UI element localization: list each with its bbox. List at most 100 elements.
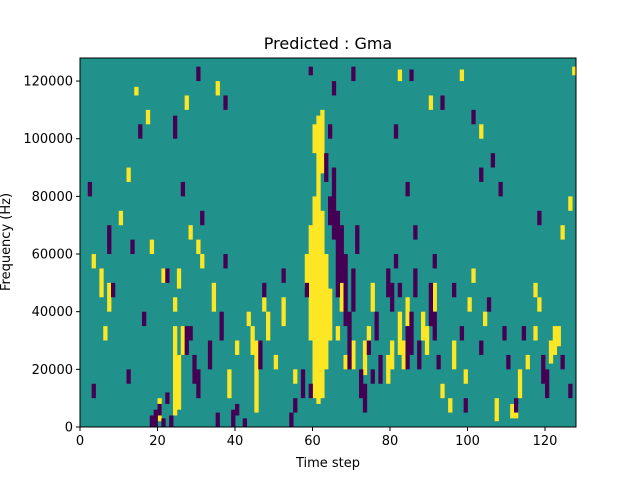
heatmap-cell-high bbox=[397, 311, 403, 355]
y-tick-label: 40000 bbox=[32, 305, 73, 320]
heatmap-cell-low bbox=[308, 383, 313, 399]
heatmap-cell-low bbox=[169, 415, 174, 427]
heatmap-cell-high bbox=[308, 225, 313, 341]
x-tick-label: 20 bbox=[149, 434, 166, 449]
heatmap-cell-high bbox=[312, 124, 317, 154]
heatmap-cell-low bbox=[219, 311, 224, 341]
heatmap-cell-low bbox=[351, 268, 356, 312]
heatmap-cell-low bbox=[107, 225, 112, 255]
heatmap-cell-high bbox=[176, 268, 182, 289]
heatmap-cell-low bbox=[490, 153, 496, 168]
heatmap-cell-low bbox=[417, 340, 422, 370]
heatmap-cell-high bbox=[145, 109, 151, 125]
heatmap-cell-low bbox=[343, 254, 348, 327]
heatmap-cell-low bbox=[386, 268, 391, 298]
heatmap-cell-high bbox=[328, 288, 333, 341]
heatmap-cell-low bbox=[432, 311, 437, 341]
heatmap-cell-low bbox=[184, 326, 189, 355]
heatmap-cell-low bbox=[405, 181, 410, 197]
heatmap-cell-high bbox=[339, 282, 344, 312]
heatmap-cell-high bbox=[126, 167, 131, 182]
heatmap-cell-high bbox=[494, 398, 499, 422]
heatmap-cell-low bbox=[479, 340, 484, 355]
heatmap-cell-low bbox=[223, 95, 228, 110]
heatmap-cell-low bbox=[390, 282, 395, 312]
heatmap-cell-low bbox=[335, 210, 341, 298]
heatmap-cell-low bbox=[188, 326, 193, 341]
heatmap-background bbox=[80, 58, 576, 427]
heatmap-cell-high bbox=[432, 282, 437, 312]
heatmap-cell-high bbox=[103, 326, 108, 341]
heatmap-cell-high bbox=[362, 340, 368, 376]
heatmap-cell-low bbox=[366, 340, 372, 355]
heatmap-cell-high bbox=[471, 268, 476, 283]
chart-title: Predicted : Gma bbox=[264, 34, 392, 53]
heatmap-cell-low bbox=[537, 210, 542, 226]
heatmap-cell-low bbox=[324, 153, 329, 182]
heatmap-cell-low bbox=[91, 383, 96, 399]
x-axis-label: Time step bbox=[295, 456, 360, 471]
heatmap-cell-low bbox=[432, 254, 437, 269]
heatmap-cell-low bbox=[161, 418, 166, 427]
heatmap-cell-high bbox=[184, 95, 189, 110]
heatmap-cell-low bbox=[413, 268, 418, 298]
heatmap-cell-high bbox=[552, 326, 558, 355]
heatmap-cell-low bbox=[289, 412, 294, 427]
heatmap-cell-low bbox=[165, 392, 170, 404]
heatmap-cell-high bbox=[246, 311, 251, 327]
heatmap-cell-low bbox=[231, 409, 236, 427]
heatmap-cell-low bbox=[486, 297, 492, 312]
heatmap-cell-high bbox=[227, 369, 232, 399]
heatmap-cell-low bbox=[142, 311, 147, 327]
heatmap-cell-high bbox=[312, 196, 317, 399]
heatmap-cell-high bbox=[533, 326, 538, 341]
heatmap-cell-high bbox=[448, 398, 453, 413]
heatmap-cell-high bbox=[533, 282, 538, 298]
heatmap-cell-low bbox=[339, 225, 344, 283]
x-tick-label: 40 bbox=[227, 434, 244, 449]
heatmap-cells bbox=[87, 66, 577, 427]
heatmap-cell-low bbox=[521, 326, 527, 341]
heatmap-cell-high bbox=[390, 340, 395, 370]
heatmap-cell-high bbox=[324, 254, 329, 370]
heatmap-cell-high bbox=[134, 86, 139, 96]
heatmap-cell-high bbox=[200, 254, 205, 269]
heatmap-cell-low bbox=[293, 398, 298, 413]
heatmap-cell-low bbox=[328, 196, 333, 226]
heatmap-cell-low bbox=[304, 282, 310, 298]
y-tick-label: 20000 bbox=[32, 363, 73, 378]
heatmap-cell-low bbox=[405, 326, 410, 370]
heatmap-cell-low bbox=[378, 354, 383, 384]
heatmap-cell-low bbox=[413, 225, 418, 240]
heatmap-cell-low bbox=[223, 254, 228, 269]
heatmap-cell-low bbox=[138, 124, 143, 139]
heatmap-cell-high bbox=[316, 115, 321, 182]
heatmap-cell-high bbox=[173, 326, 178, 416]
heatmap-cell-low bbox=[347, 311, 352, 370]
heatmap-cell-high bbox=[250, 326, 255, 355]
heatmap-cell-low bbox=[459, 326, 465, 341]
heatmap-cell-low bbox=[126, 369, 131, 384]
heatmap-cell-low bbox=[479, 167, 484, 182]
heatmap-cell-high bbox=[424, 326, 430, 355]
heatmap-cell-low bbox=[560, 354, 565, 370]
heatmap-cell-high bbox=[335, 326, 341, 341]
heatmap-cell-high bbox=[161, 268, 166, 283]
heatmap-cell-high bbox=[556, 326, 561, 347]
heatmap-cell-high bbox=[188, 225, 193, 240]
heatmap-cell-low bbox=[498, 181, 503, 197]
heatmap-cell-high bbox=[483, 311, 488, 327]
heatmap-cell-low bbox=[541, 354, 546, 384]
heatmap-cell-high bbox=[180, 326, 186, 355]
heatmap-cell-low bbox=[207, 340, 213, 370]
heatmap-cell-high bbox=[397, 69, 403, 82]
heatmap-cell-low bbox=[428, 282, 434, 327]
heatmap-cell-high bbox=[235, 340, 240, 355]
heatmap-cell-low bbox=[393, 254, 399, 269]
heatmap-cell-high bbox=[266, 311, 271, 341]
heatmap-cell-low bbox=[452, 282, 457, 298]
y-tick-label: 100000 bbox=[23, 132, 73, 147]
heatmap-cell-high bbox=[459, 69, 465, 82]
y-axis-label: Frequency (Hz) bbox=[0, 193, 14, 291]
heatmap-cell-low bbox=[331, 81, 337, 96]
